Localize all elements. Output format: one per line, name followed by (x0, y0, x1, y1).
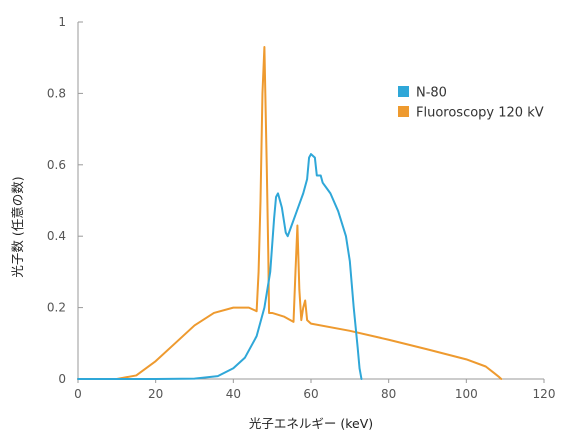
legend-swatch (398, 86, 409, 97)
series-line-fluoroscopy-120kv (77, 45, 503, 380)
x-axis-label: 光子エネルギー (keV) (249, 416, 373, 431)
x-tick-label: 100 (455, 387, 478, 401)
legend-label: Fluoroscopy 120 kV (416, 106, 544, 121)
x-tick-label: 40 (226, 387, 241, 401)
series-layer (77, 45, 503, 380)
legend-label: N-80 (416, 86, 447, 101)
y-tick-label: 0.6 (47, 158, 66, 172)
y-tick-label: 1 (58, 15, 66, 29)
x-tick-label: 80 (381, 387, 396, 401)
legend: N-80 Fluoroscopy 120 kV (398, 86, 544, 121)
y-tick-label: 0.2 (47, 301, 66, 315)
x-tick-label: 0 (74, 387, 82, 401)
series-line-n-80 (77, 153, 363, 380)
y-axis-label: 光子数 (任意の数) (10, 176, 25, 277)
y-tick-label: 0.8 (47, 86, 66, 100)
legend-swatch (398, 106, 409, 117)
axes: 0 20 40 60 80 100 120 0 0.2 0.4 0.6 0.8 1 (47, 15, 556, 401)
x-tick-label: 20 (148, 387, 163, 401)
y-tick-label: 0.4 (47, 229, 66, 243)
y-tick-label: 0 (58, 372, 66, 386)
x-tick-label: 60 (303, 387, 318, 401)
x-tick-label: 120 (533, 387, 556, 401)
